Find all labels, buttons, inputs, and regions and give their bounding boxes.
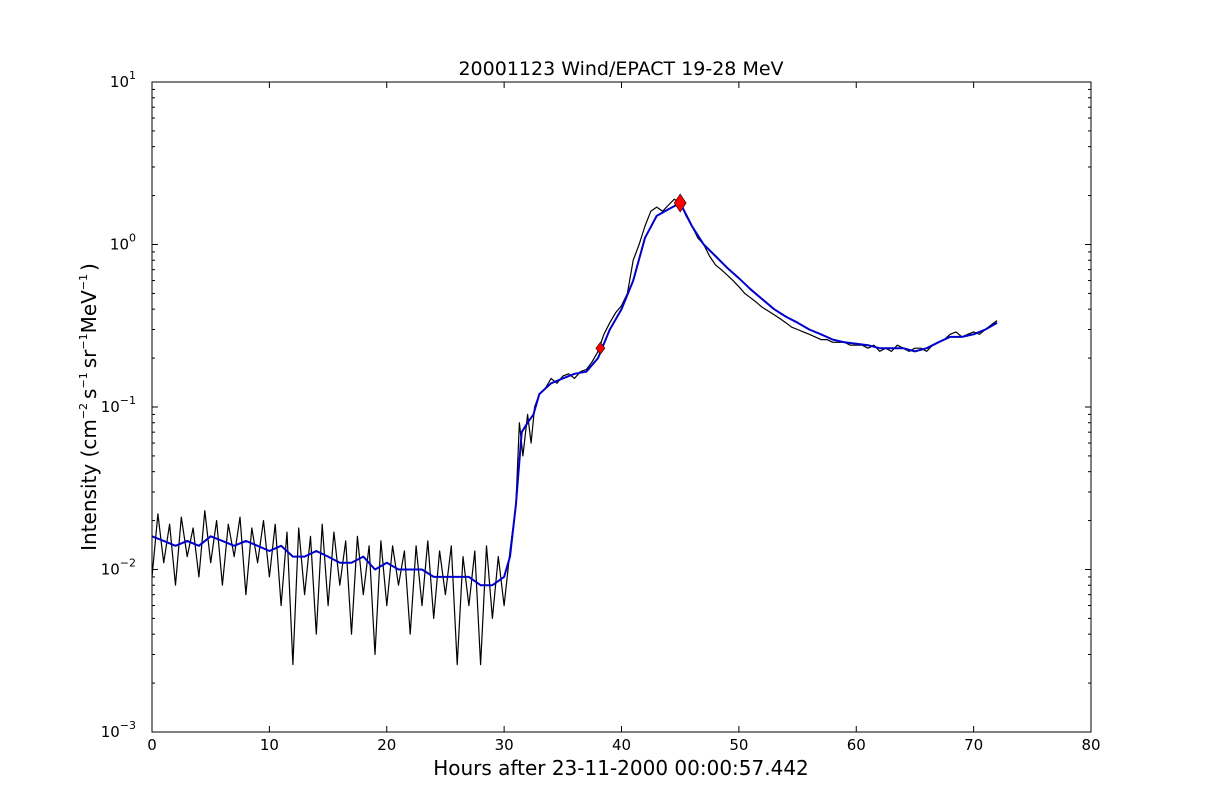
- x-axis-ticks: 0 10 20 30 40 50 60 70 80: [147, 82, 1101, 754]
- y-axis-ticks: 10−3 10−2 10−1 100 101: [101, 69, 1091, 741]
- plot-area: [152, 82, 1091, 732]
- x-tick-label: 10: [260, 736, 279, 754]
- x-axis-label: Hours after 23-11-2000 00:00:57.442: [433, 756, 809, 780]
- marker-2: [673, 193, 687, 213]
- x-tick-label: 50: [729, 736, 748, 754]
- chart-title: 20001123 Wind/EPACT 19-28 MeV: [458, 58, 783, 80]
- x-tick-label: 70: [964, 736, 983, 754]
- y-label-exp3: −1: [77, 333, 90, 349]
- y-label-prefix: Intensity (cm: [77, 419, 101, 551]
- y-tick-label: 10−1: [101, 394, 136, 416]
- marker-layer: [595, 193, 687, 355]
- x-tick-label: 20: [377, 736, 396, 754]
- series-layer: [151, 198, 998, 666]
- series-line-2: [151, 202, 998, 587]
- y-label-part2: s: [77, 389, 101, 399]
- x-tick-label: 60: [847, 736, 866, 754]
- y-axis-label: Intensity (cm−2s−1sr−1MeV−1): [77, 263, 101, 551]
- y-tick-label: 100: [110, 232, 136, 254]
- x-tick-label: 30: [495, 736, 514, 754]
- y-tick-label: 10−3: [101, 719, 136, 741]
- y-label-exp4: −1: [77, 274, 90, 290]
- x-tick-label: 40: [612, 736, 631, 754]
- y-label-exp2: −1: [77, 372, 90, 388]
- x-tick-label: 80: [1081, 736, 1100, 754]
- y-label-part4: MeV: [77, 290, 101, 334]
- y-label-part3: sr: [77, 349, 101, 368]
- series-line-1: [151, 198, 998, 666]
- y-tick-label: 101: [110, 69, 136, 91]
- marker-1: [595, 341, 606, 355]
- y-label-exp1: −2: [77, 403, 90, 419]
- y-label-suffix: ): [77, 263, 101, 271]
- y-tick-label: 10−2: [101, 557, 136, 579]
- x-tick-label: 0: [147, 736, 157, 754]
